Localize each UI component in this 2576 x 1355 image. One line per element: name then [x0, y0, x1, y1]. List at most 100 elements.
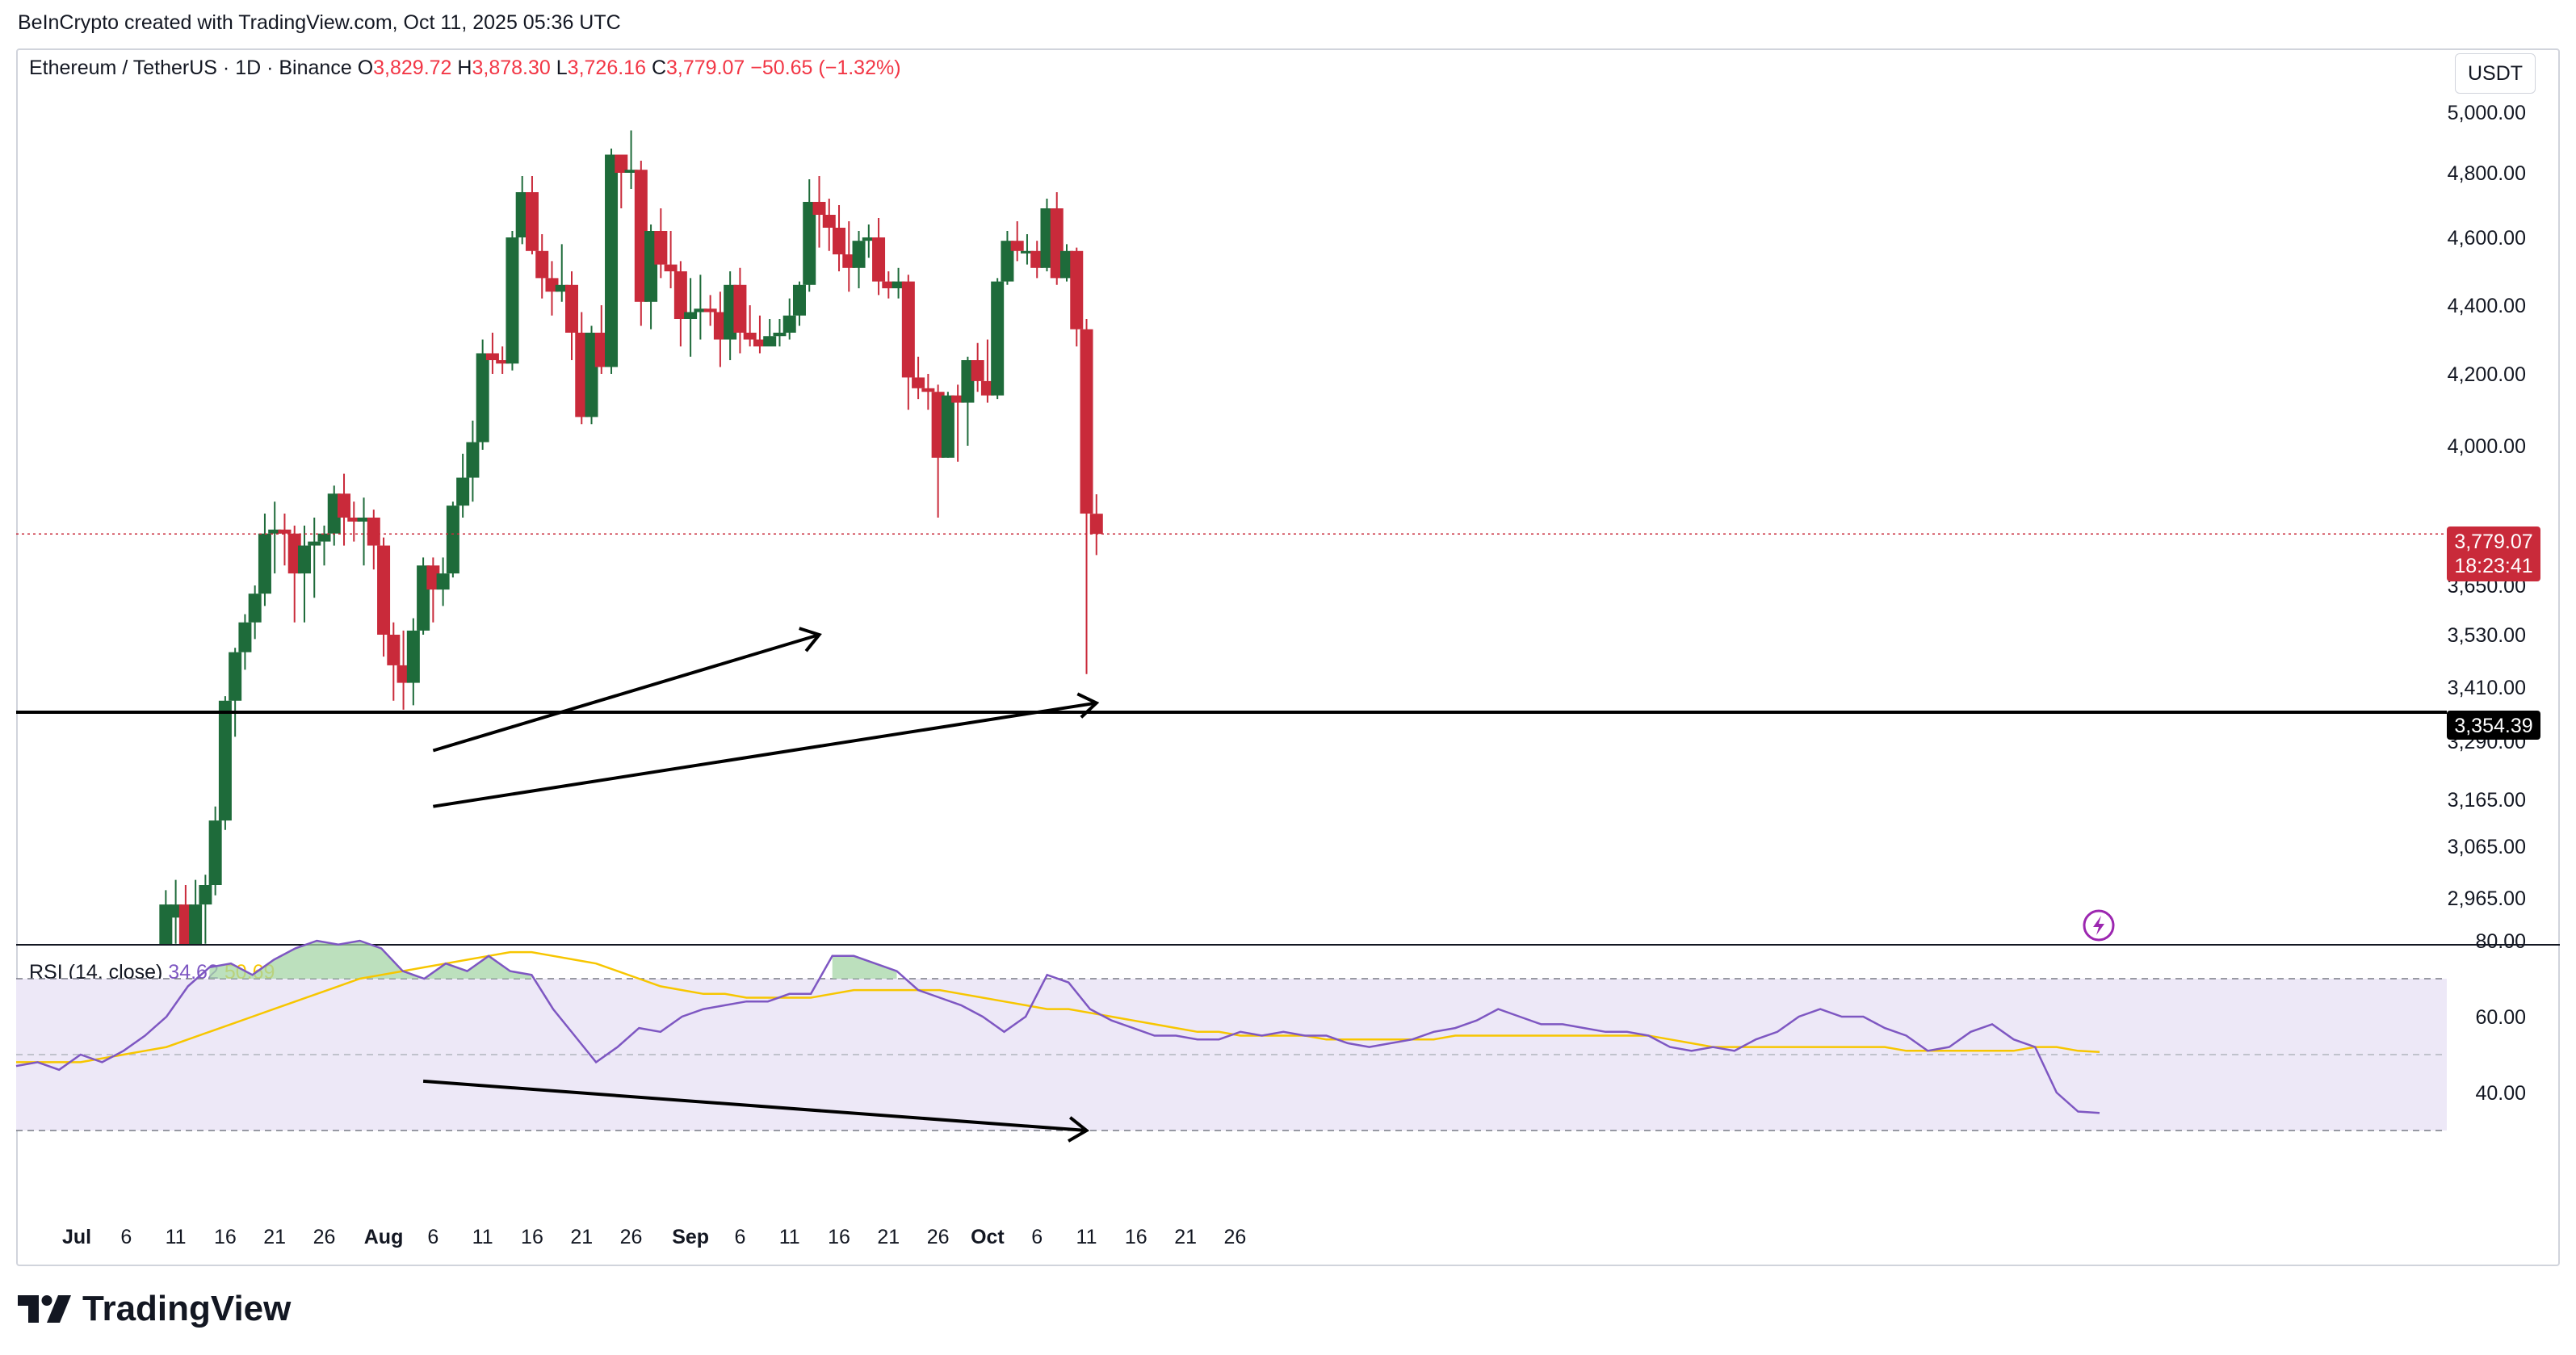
candle-down[interactable] [901, 275, 915, 410]
candle-up[interactable] [189, 879, 203, 971]
candle-up[interactable] [297, 525, 311, 623]
candle-down[interactable] [377, 537, 391, 657]
candle-up[interactable] [724, 271, 737, 360]
symbol-label[interactable]: Ethereum / TetherUS · 1D · Binance [29, 57, 352, 79]
candle-down[interactable] [525, 176, 539, 254]
candle-up[interactable] [159, 890, 173, 1088]
candle-up[interactable] [684, 278, 698, 357]
candle-up[interactable] [308, 517, 321, 598]
candle-down[interactable] [842, 221, 856, 292]
candle-up[interactable] [1020, 234, 1034, 265]
candle-down[interactable] [971, 342, 984, 392]
candle-down[interactable] [178, 885, 192, 983]
candle-down[interactable] [396, 630, 410, 710]
candle-down[interactable] [1089, 494, 1103, 556]
candle-up[interactable] [268, 501, 282, 574]
candle-up[interactable] [476, 339, 489, 450]
candle-down[interactable] [1080, 319, 1093, 674]
candle-up[interactable] [555, 244, 568, 302]
candle-down[interactable] [535, 234, 549, 299]
candle-down[interactable] [1030, 241, 1044, 279]
candle-up[interactable] [624, 130, 638, 190]
candle-down[interactable] [812, 176, 826, 248]
candle-up[interactable] [862, 224, 875, 258]
tradingview-logo[interactable]: TradingView [18, 1289, 291, 1329]
candle-down[interactable] [833, 205, 846, 271]
candle-up[interactable] [506, 231, 519, 371]
lightning-icon[interactable] [2083, 909, 2115, 942]
candle-up[interactable] [327, 485, 341, 546]
candle-down[interactable] [485, 333, 499, 374]
candle-up[interactable] [1040, 199, 1054, 271]
candle-up[interactable] [782, 298, 796, 340]
candle-down[interactable] [347, 501, 361, 542]
price-axis[interactable]: 5,000.00 4,800.00 4,600.00 4,400.00 4,200.00… [2448, 102, 2526, 910]
candle-down[interactable] [654, 208, 668, 279]
candle-down[interactable] [882, 271, 896, 299]
candle-up[interactable] [694, 275, 707, 340]
candle-up[interactable] [1001, 231, 1014, 285]
candle-down[interactable] [287, 525, 301, 623]
candle-up[interactable] [763, 319, 777, 346]
candle-up[interactable] [317, 525, 331, 566]
candle-up[interactable] [238, 614, 252, 670]
candle-down[interactable] [822, 199, 836, 251]
candle-down[interactable] [1050, 192, 1064, 285]
candle-up[interactable] [585, 325, 598, 425]
candle-up[interactable] [773, 319, 787, 346]
candle-down[interactable] [713, 292, 727, 367]
candle-up[interactable] [169, 879, 183, 944]
candle-up[interactable] [961, 356, 975, 446]
candle-down[interactable] [615, 154, 628, 209]
candle-down[interactable] [575, 312, 589, 425]
candle-down[interactable] [1010, 221, 1024, 262]
candle-down[interactable] [912, 356, 925, 400]
candle-down[interactable] [703, 295, 717, 326]
candle-up[interactable] [406, 618, 420, 706]
candle-down[interactable] [980, 339, 994, 403]
candle-down[interactable] [387, 622, 401, 701]
candle-up[interactable] [892, 267, 905, 299]
candle-down[interactable] [545, 261, 559, 316]
candle-down[interactable] [753, 315, 766, 354]
candle-down[interactable] [664, 231, 678, 288]
candle-up[interactable] [258, 514, 271, 606]
candle-down[interactable] [733, 267, 747, 354]
candle-up[interactable] [941, 392, 954, 458]
candle-down[interactable] [426, 557, 440, 623]
candle-up[interactable] [1060, 244, 1073, 282]
candle-up[interactable] [357, 497, 371, 566]
candle-down[interactable] [872, 218, 886, 296]
candle-up[interactable] [456, 453, 470, 518]
candle-up[interactable] [515, 176, 529, 245]
candle-up[interactable] [218, 696, 232, 830]
candle-down[interactable] [594, 305, 608, 374]
candle-down[interactable] [565, 271, 578, 360]
candle-down[interactable] [338, 473, 351, 546]
candle-down[interactable] [673, 261, 687, 346]
candle-down[interactable] [921, 374, 935, 410]
candle-up[interactable] [446, 501, 459, 578]
candle-down[interactable] [278, 514, 292, 566]
candle-down[interactable] [367, 510, 380, 570]
candle-up[interactable] [644, 224, 658, 329]
candle-up[interactable] [208, 806, 222, 896]
candle-up[interactable] [605, 149, 619, 374]
candle-up[interactable] [803, 179, 816, 292]
candle-down[interactable] [634, 161, 648, 326]
candle-up[interactable] [248, 585, 262, 640]
candle-up[interactable] [991, 278, 1005, 400]
candle-up[interactable] [436, 557, 450, 606]
candle-down[interactable] [743, 305, 757, 346]
candle-up[interactable] [852, 231, 866, 288]
candle-up[interactable] [229, 648, 242, 737]
candle-down[interactable] [496, 346, 510, 374]
candle-up[interactable] [199, 875, 212, 944]
candle-down[interactable] [931, 384, 945, 518]
date-axis[interactable]: Jul 6 11 16 21 26 Aug 6 11 16 21 26 Sep 6 11 16 21 26 Oct 6… [62, 1226, 1246, 1248]
candle-up[interactable] [792, 281, 806, 326]
candle-down[interactable] [951, 384, 965, 462]
candle-down[interactable] [1070, 247, 1084, 346]
candle-up[interactable] [417, 557, 430, 635]
